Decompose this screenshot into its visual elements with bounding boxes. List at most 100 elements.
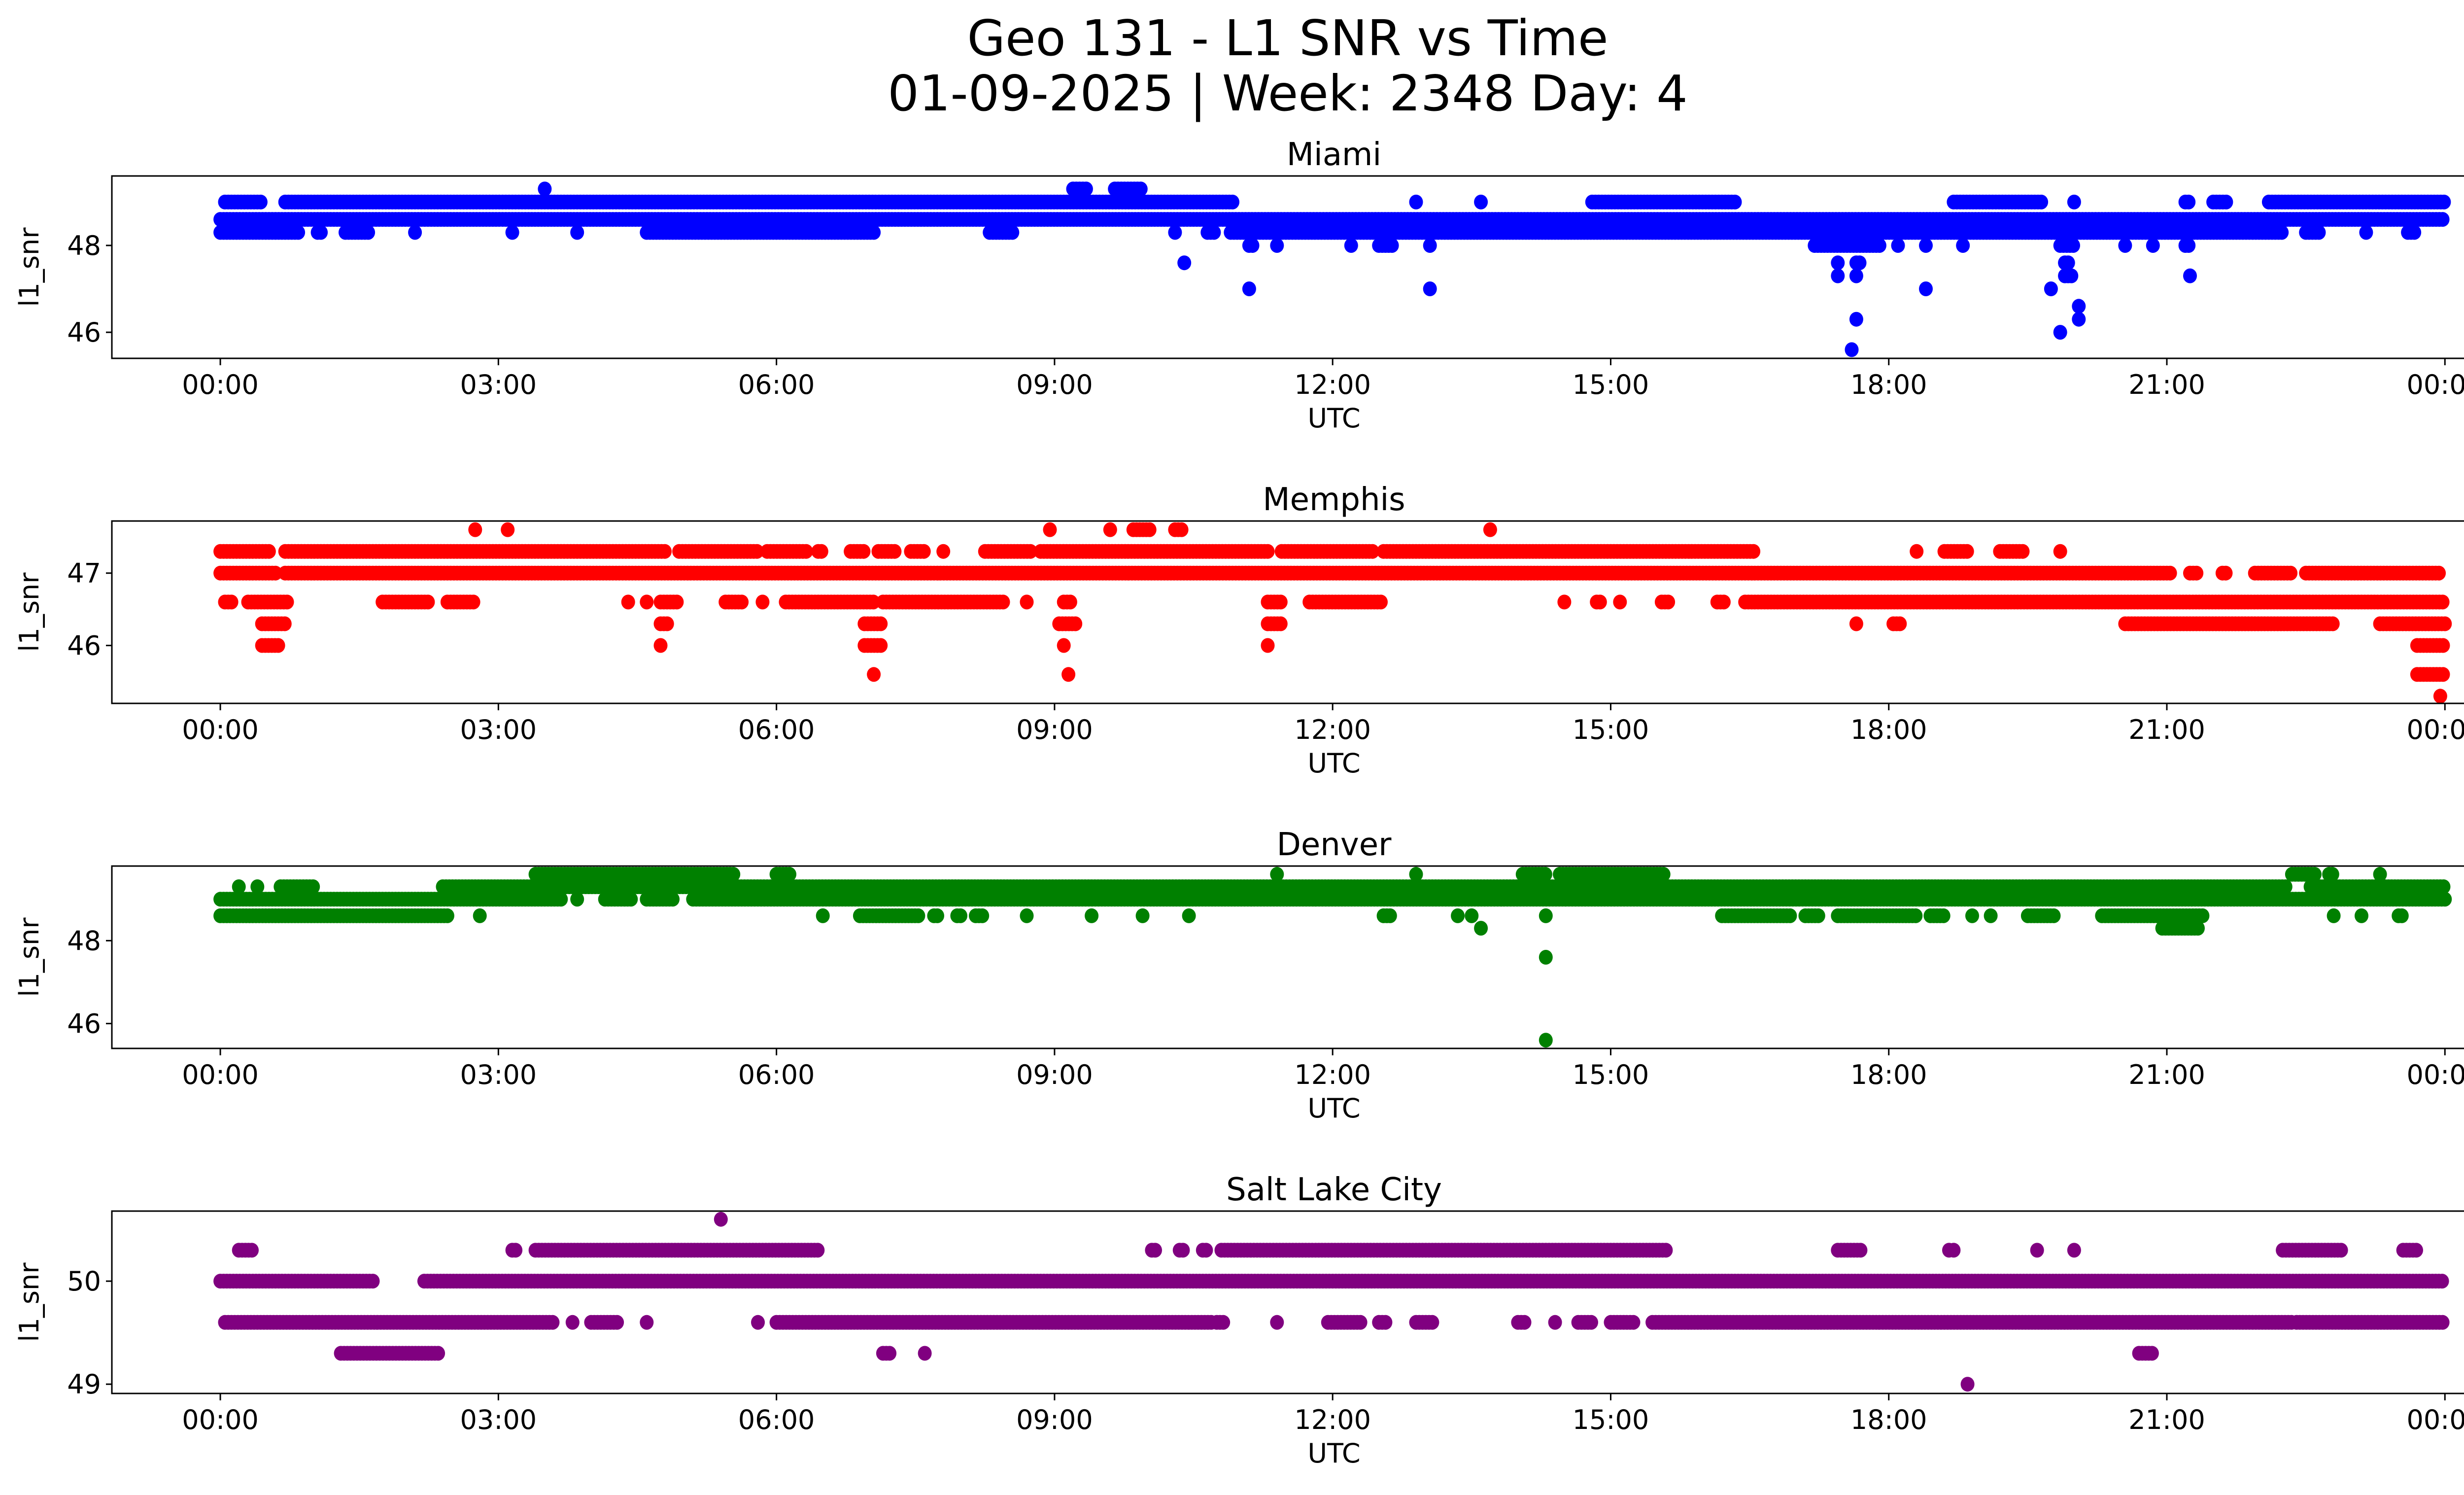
data-point	[814, 544, 828, 559]
data-point	[799, 544, 813, 559]
data-point	[726, 867, 741, 882]
data-point	[1910, 544, 1924, 559]
data-points	[213, 181, 2451, 357]
data-point	[253, 194, 268, 209]
data-point	[440, 908, 454, 923]
data-point	[2437, 194, 2451, 209]
x-tick-label: 21:00	[2128, 714, 2205, 745]
data-point	[1226, 194, 1239, 209]
x-tick-label: 03:00	[460, 714, 537, 745]
data-points	[213, 522, 2452, 703]
data-point	[1385, 238, 1399, 253]
data-point	[1872, 238, 1886, 253]
data-point	[554, 892, 568, 907]
data-point	[466, 594, 480, 610]
data-point	[621, 594, 635, 610]
x-tick-label: 00:00	[182, 369, 259, 400]
data-point	[2327, 908, 2341, 923]
data-point	[1613, 594, 1627, 610]
data-point	[1423, 238, 1437, 253]
data-point	[1474, 921, 1488, 936]
data-point	[421, 594, 435, 610]
data-point	[1273, 594, 1288, 610]
data-point	[505, 225, 519, 240]
data-point	[314, 225, 328, 240]
data-point	[888, 544, 902, 559]
data-point	[280, 594, 294, 610]
data-point	[1909, 908, 1923, 923]
x-tick-label: 15:00	[1573, 369, 1649, 400]
data-point	[468, 522, 482, 537]
data-point	[1849, 616, 1863, 631]
data-point	[1374, 594, 1388, 610]
data-point	[1133, 181, 1148, 197]
data-point	[2047, 908, 2061, 923]
x-tick-label: 18:00	[1850, 714, 1927, 745]
data-point	[2067, 194, 2081, 209]
chart-subtitle: 01-09-2025 | Week: 2348 Day: 4	[888, 65, 1688, 122]
x-tick-label: 00:00	[2406, 369, 2464, 400]
data-point	[1451, 908, 1465, 923]
data-point	[1716, 594, 1731, 610]
x-tick-label: 00:00	[182, 714, 259, 745]
data-point	[2308, 867, 2322, 882]
data-point	[1852, 255, 1867, 271]
data-point	[2407, 225, 2422, 240]
data-point	[2061, 255, 2075, 271]
y-tick-label: 46	[67, 630, 101, 661]
data-point	[1845, 342, 1859, 357]
data-point	[755, 594, 770, 610]
data-point	[996, 594, 1010, 610]
y-tick-label: 48	[67, 230, 101, 261]
x-tick-label: 12:00	[1294, 369, 1371, 400]
data-point	[1409, 194, 1423, 209]
data-point	[2072, 312, 2086, 327]
axes-frame	[111, 175, 2464, 359]
data-point	[501, 522, 515, 537]
data-point	[816, 908, 830, 923]
data-point	[1366, 544, 1380, 559]
data-point	[361, 225, 376, 240]
data-point	[538, 181, 552, 197]
data-point	[2275, 225, 2289, 240]
x-tick-label: 21:00	[2128, 369, 2205, 400]
data-point	[2355, 908, 2368, 923]
data-point	[750, 544, 764, 559]
x-tick-label: 06:00	[738, 714, 815, 745]
data-point	[1783, 908, 1797, 923]
data-point	[2436, 879, 2451, 894]
data-point	[2436, 638, 2450, 653]
data-point	[1057, 638, 1071, 653]
data-point	[1936, 908, 1951, 923]
x-tick-label: 09:00	[1016, 369, 1093, 400]
data-point	[271, 638, 285, 653]
data-point	[2432, 565, 2446, 581]
data-point	[570, 892, 584, 907]
data-point	[250, 879, 265, 894]
data-point	[1539, 908, 1553, 923]
panel-title: Miami	[1287, 137, 1381, 173]
data-point	[2182, 238, 2196, 253]
x-axis-label: UTC	[1307, 403, 1360, 434]
data-point	[1135, 908, 1150, 923]
data-point	[1079, 181, 1093, 197]
data-point	[570, 225, 584, 240]
data-point	[2278, 879, 2293, 894]
data-point	[2183, 268, 2197, 283]
data-point	[874, 616, 888, 631]
y-axis-label: l1_snr	[14, 227, 45, 307]
data-point	[269, 565, 282, 581]
data-point	[930, 908, 944, 923]
data-point	[1270, 238, 1284, 253]
data-point	[2395, 908, 2409, 923]
data-point	[1383, 908, 1397, 923]
data-point	[1661, 594, 1676, 610]
data-point	[1984, 908, 1998, 923]
data-point	[2163, 565, 2177, 581]
data-point	[867, 667, 881, 682]
data-point	[866, 594, 881, 610]
data-point	[1068, 616, 1083, 631]
